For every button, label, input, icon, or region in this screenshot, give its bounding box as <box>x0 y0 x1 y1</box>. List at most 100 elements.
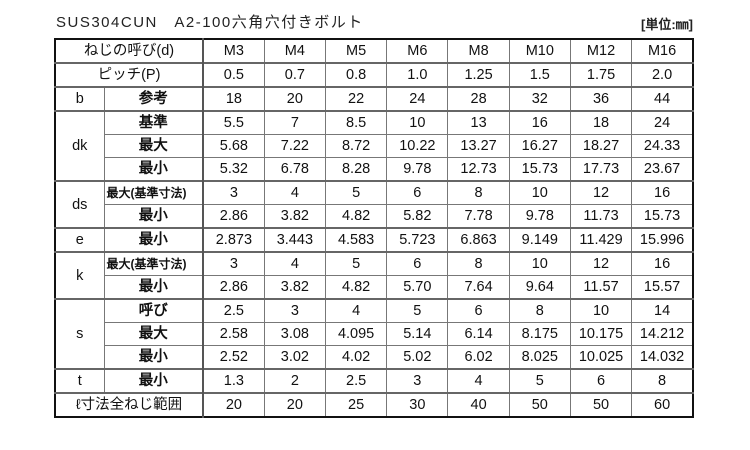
pitch-value: 1.75 <box>569 62 633 88</box>
value-cell: 4 <box>263 251 326 276</box>
value-cell: 24 <box>631 110 694 135</box>
group-label-t: t <box>54 368 105 394</box>
sub-label: 最小 <box>103 368 205 394</box>
thread-range-row: ℓ寸法全ねじ範囲 20 20 25 30 40 50 50 60 <box>54 392 694 418</box>
pitch-value: 0.5 <box>202 62 265 88</box>
value-cell: 4 <box>324 298 388 323</box>
sub-label: 最小 <box>103 275 205 300</box>
value-cell: 2 <box>263 368 326 394</box>
value-cell: 10.025 <box>569 345 633 370</box>
value-cell: 13 <box>447 110 510 135</box>
value-cell: 6.78 <box>263 157 326 182</box>
value-cell: 2.52 <box>202 345 265 370</box>
size-header: M6 <box>386 38 449 64</box>
value-cell: 16 <box>631 251 694 276</box>
value-cell: 50 <box>569 392 633 418</box>
table-row: t 最小 1.3 2 2.5 3 4 5 6 8 <box>54 368 694 394</box>
value-cell: 20 <box>202 392 265 418</box>
value-cell: 10 <box>508 180 571 205</box>
value-cell: 5 <box>324 180 388 205</box>
group-label-e: e <box>54 227 105 253</box>
value-cell: 4.095 <box>324 322 388 346</box>
sub-label: 基準 <box>103 110 205 135</box>
value-cell: 9.78 <box>508 204 571 229</box>
value-cell: 60 <box>631 392 694 418</box>
sub-label: 最小 <box>103 345 205 370</box>
value-cell: 6 <box>569 368 633 394</box>
table-row: ds 最大(基準寸法) 3 4 5 6 8 10 12 16 <box>54 180 694 229</box>
value-cell: 8 <box>447 180 510 205</box>
value-cell: 10.22 <box>386 134 449 158</box>
table-row: k 最大(基準寸法) 3 4 5 6 8 10 12 16 <box>54 251 694 300</box>
value-cell: 4.82 <box>324 204 388 229</box>
size-header: M4 <box>263 38 326 64</box>
table-row: 最大 5.68 7.22 8.72 10.22 13.27 16.27 18.27 24.33 <box>55 134 694 158</box>
value-cell: 8.72 <box>324 134 388 158</box>
value-cell: 10 <box>508 251 571 276</box>
table-row: b 参考 18 20 22 24 28 32 36 44 <box>54 86 694 112</box>
value-cell: 12 <box>569 180 633 205</box>
pitch-value: 1.25 <box>447 62 510 88</box>
value-cell: 14 <box>631 298 694 323</box>
value-cell: 3.08 <box>263 322 326 346</box>
value-cell: 6 <box>386 180 449 205</box>
value-cell: 5 <box>386 298 449 323</box>
group-label-ds: ds <box>54 180 105 229</box>
table-row: 最小 5.32 6.78 8.28 9.78 12.73 15.73 17.73 23.67 <box>55 157 694 182</box>
value-cell: 3.02 <box>263 345 326 370</box>
value-cell: 7.78 <box>447 204 510 229</box>
value-cell: 9.64 <box>508 275 571 300</box>
value-cell: 4.82 <box>324 275 388 300</box>
value-cell: 7.64 <box>447 275 510 300</box>
pitch-value: 1.5 <box>508 62 571 88</box>
sub-label: 最大(基準寸法) <box>103 180 205 205</box>
size-header: M12 <box>569 38 633 64</box>
table-row: e 最小 2.873 3.443 4.583 5.723 6.863 9.149 11.429 1… <box>54 227 694 253</box>
value-cell: 8 <box>447 251 510 276</box>
value-cell: 28 <box>447 86 510 112</box>
value-cell: 5.70 <box>386 275 449 300</box>
value-cell: 40 <box>447 392 510 418</box>
value-cell: 8.025 <box>508 345 571 370</box>
value-cell: 4 <box>263 180 326 205</box>
value-cell: 14.212 <box>631 322 694 346</box>
value-cell: 8.175 <box>508 322 571 346</box>
value-cell: 18.27 <box>569 134 633 158</box>
value-cell: 11.57 <box>569 275 633 300</box>
table-row: dk 基準 5.5 7 8.5 10 13 16 18 24 <box>54 110 694 182</box>
size-header: M3 <box>202 38 265 64</box>
table-row: 最小 2.86 3.82 4.82 5.82 7.78 9.78 11.73 15.73 <box>55 204 694 229</box>
value-cell: 11.429 <box>569 227 633 253</box>
pitch-value: 1.0 <box>386 62 449 88</box>
value-cell: 7 <box>263 110 326 135</box>
value-cell: 12 <box>569 251 633 276</box>
sub-label: 呼び <box>103 298 205 323</box>
sub-label: 最大 <box>103 134 205 158</box>
value-cell: 5 <box>324 251 388 276</box>
value-cell: 8.28 <box>324 157 388 182</box>
pitch-value: 0.7 <box>263 62 326 88</box>
value-cell: 36 <box>569 86 633 112</box>
value-cell: 5.723 <box>386 227 449 253</box>
value-cell: 20 <box>263 86 326 112</box>
value-cell: 4 <box>447 368 510 394</box>
value-cell: 12.73 <box>447 157 510 182</box>
value-cell: 2.5 <box>324 368 388 394</box>
value-cell: 5.68 <box>202 134 265 158</box>
value-cell: 8.5 <box>324 110 388 135</box>
value-cell: 32 <box>508 86 571 112</box>
bolt-dimension-table: ねじの呼び(d) M3 M4 M5 M6 M8 M10 M12 M16 ピッチ(P) 0.5 0.7 0… <box>54 38 694 418</box>
value-cell: 4.02 <box>324 345 388 370</box>
value-cell: 2.873 <box>202 227 265 253</box>
value-cell: 6 <box>447 298 510 323</box>
size-header: M16 <box>631 38 694 64</box>
value-cell: 7.22 <box>263 134 326 158</box>
value-cell: 16 <box>631 180 694 205</box>
value-cell: 30 <box>386 392 449 418</box>
table-row: 最大 2.58 3.08 4.095 5.14 6.14 8.175 10.175 14.212 <box>55 322 694 346</box>
pitch-value: 0.8 <box>324 62 388 88</box>
value-cell: 1.3 <box>202 368 265 394</box>
value-cell: 14.032 <box>631 345 694 370</box>
table-row: s 呼び 2.5 3 4 5 6 8 10 14 <box>54 298 694 370</box>
document-title: SUS304CUN A2-100六角穴付きボルト <box>56 14 364 31</box>
